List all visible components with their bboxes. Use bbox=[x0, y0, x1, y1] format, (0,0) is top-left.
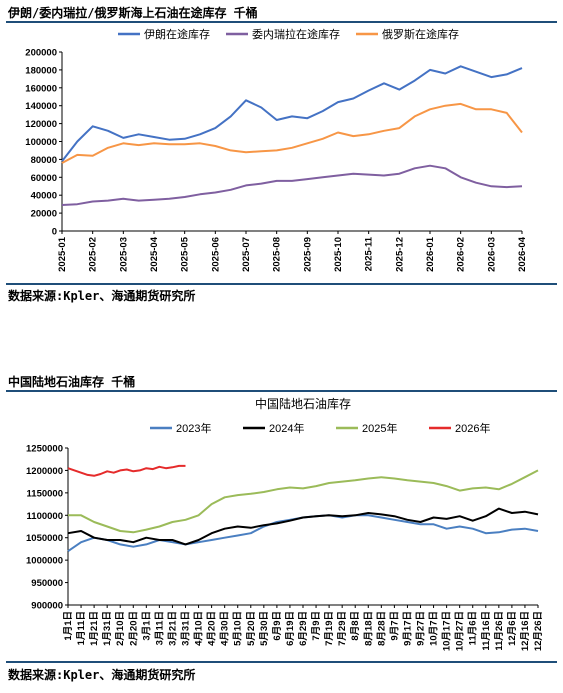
chart1-xtick-label-14: 2026-03 bbox=[486, 237, 497, 272]
chart1-xtick-label-10: 2025-11 bbox=[364, 236, 375, 271]
chart2-xtick-label-26: 9月17日 bbox=[402, 611, 413, 646]
chart2-series-line-1 bbox=[67, 507, 539, 546]
chart2-legend-label-2: 2025年 bbox=[362, 421, 397, 435]
chart1-ytick-label-2: 40000 bbox=[31, 191, 57, 202]
chart2-ytick-label-4: 1100000 bbox=[27, 511, 63, 522]
chart2-ytick-label-6: 1200000 bbox=[26, 466, 63, 477]
chart1-ytick-label-1: 20000 bbox=[31, 209, 57, 220]
chart2-xtick-label-12: 4月30日 bbox=[220, 611, 231, 646]
chart2-xtick-label-6: 3月1日 bbox=[141, 611, 152, 641]
chart1-xtick-label-6: 2025-07 bbox=[241, 237, 252, 272]
chart2-xtick-label-27: 9月27日 bbox=[416, 611, 427, 646]
chart1-xtick-label-5: 2025-06 bbox=[210, 237, 221, 272]
chart2-ytick-label-2: 1000000 bbox=[26, 556, 63, 567]
chart1-xtick-label-8: 2025-09 bbox=[302, 237, 313, 272]
chart1-xtick-label-13: 2026-02 bbox=[456, 237, 467, 272]
chart1-legend-label-2: 俄罗斯在途库存 bbox=[382, 27, 459, 41]
chart2-rule bbox=[6, 390, 557, 392]
chart2-legend-label-1: 2024年 bbox=[269, 421, 304, 435]
chart2-xtick-label-35: 12月16日 bbox=[520, 611, 531, 651]
chart2-xtick-label-16: 6月9日 bbox=[272, 611, 283, 641]
chart2-xtick-label-8: 3月21日 bbox=[167, 611, 178, 646]
chart1-plot: 伊朗在途库存 委内瑞拉在途库存 俄罗斯在途库存 0 20000 40000 60000 800… bbox=[25, 27, 528, 272]
chart2-ytick-label-0: 900000 bbox=[31, 601, 63, 612]
chart2-xtick-label-11: 4月20日 bbox=[207, 611, 218, 646]
chart1-ytick-label-5: 100000 bbox=[25, 137, 57, 148]
chart1-xtick-label-1: 2025-02 bbox=[88, 237, 99, 272]
chart2-xtick-label-14: 5月20日 bbox=[246, 611, 257, 646]
chart1-ytick-label-7: 140000 bbox=[25, 101, 57, 112]
chart2-xtick-label-20: 7月19日 bbox=[324, 611, 335, 646]
chart1-legend-label-0: 伊朗在途库存 bbox=[144, 27, 210, 41]
chart2-xtick-label-13: 5月10日 bbox=[233, 611, 244, 646]
chart2-xtick-label-9: 3月31日 bbox=[181, 611, 192, 646]
chart2-legend-label-3: 2026年 bbox=[455, 421, 490, 435]
chart2-xtick-label-15: 5月30日 bbox=[259, 611, 270, 646]
chart2-plot: 中国陆地石油库存 2023年 2024年 2025年 2026年 900000 950000… bbox=[26, 396, 544, 651]
chart2-xtick-label-3: 1月31日 bbox=[102, 611, 113, 646]
chart2-xtick-label-24: 8月28日 bbox=[376, 611, 387, 646]
chart1-xtick-label-7: 2025-08 bbox=[272, 237, 283, 272]
chart2-xtick-label-23: 8月18日 bbox=[363, 611, 374, 646]
chart2-legend-label-0: 2023年 bbox=[176, 421, 211, 435]
chart2-xtick-label-25: 9月7日 bbox=[389, 611, 400, 641]
chart1-ytick-label-6: 120000 bbox=[25, 119, 57, 130]
chart2-series-line-3 bbox=[67, 464, 186, 477]
chart2-xtick-label-10: 4月10日 bbox=[194, 611, 205, 646]
chart2-xtick-label-5: 2月20日 bbox=[128, 611, 139, 646]
chart1-ytick-label-9: 180000 bbox=[25, 65, 57, 76]
chart2-bottom-rule bbox=[6, 661, 557, 663]
chart1-xtick-label-0: 2025-01 bbox=[57, 236, 68, 272]
chart2-xtick-label-29: 10月17日 bbox=[442, 611, 453, 651]
chart2-title: 中国陆地石油库存 bbox=[255, 396, 351, 411]
chart2-xtick-label-33: 11月26日 bbox=[494, 611, 505, 651]
chart1-xtick-label-15: 2026-04 bbox=[517, 236, 528, 272]
chart1-rule bbox=[6, 21, 557, 23]
chart2-xtick-label-4: 2月10日 bbox=[115, 611, 126, 646]
chart1-header: 伊朗/委内瑞拉/俄罗斯海上石油在途库存 千桶 bbox=[8, 6, 258, 20]
chart2-xtick-label-19: 7月9日 bbox=[311, 611, 322, 641]
chart2-xtick-label-7: 3月11日 bbox=[154, 611, 165, 645]
chart2-xtick-label-22: 8月8日 bbox=[350, 611, 361, 641]
chart2-xtick-label-1: 1月11日 bbox=[76, 611, 87, 645]
chart2-xtick-label-18: 6月29日 bbox=[298, 611, 309, 646]
chart1-source: 数据来源:Kpler、海通期货研究所 bbox=[8, 289, 196, 303]
chart2-xtick-label-30: 10月27日 bbox=[455, 611, 466, 651]
chart2-xtick-label-17: 6月19日 bbox=[285, 611, 296, 646]
chart2-series-line-0 bbox=[67, 514, 539, 553]
chart2-ytick-label-5: 1150000 bbox=[27, 488, 63, 499]
chart1-ytick-label-4: 80000 bbox=[31, 155, 57, 166]
chart1-series-line-2 bbox=[61, 102, 523, 164]
chart1-ytick-label-3: 60000 bbox=[31, 173, 57, 184]
chart2-header: 中国陆地石油库存 千桶 bbox=[8, 375, 136, 389]
chart1-xtick-label-11: 2025-12 bbox=[394, 237, 405, 272]
chart1-xtick-label-2: 2025-03 bbox=[118, 237, 129, 272]
chart2-ytick-label-3: 1050000 bbox=[26, 533, 63, 544]
chart2-series-line-2 bbox=[68, 469, 539, 534]
chart2-xtick-label-32: 11月16日 bbox=[481, 611, 492, 651]
chart2-xtick-label-34: 12月6日 bbox=[507, 611, 518, 646]
chart2-xtick-label-36: 12月26日 bbox=[533, 611, 544, 651]
chart1-legend-label-1: 委内瑞拉在途库存 bbox=[252, 27, 340, 41]
chart2-ytick-label-7: 1250000 bbox=[26, 444, 63, 455]
chart2-xtick-label-0: 1月1日 bbox=[63, 611, 74, 641]
chart2-xtick-label-31: 11月6日 bbox=[468, 611, 479, 645]
chart2-ytick-label-1: 950000 bbox=[31, 578, 63, 589]
chart1-ytick-label-8: 160000 bbox=[25, 83, 57, 94]
chart1-bottom-rule bbox=[6, 283, 557, 285]
chart1-xtick-label-3: 2025-04 bbox=[149, 236, 160, 272]
chart1-xtick-label-9: 2025-10 bbox=[333, 237, 344, 272]
chart2-xtick-label-21: 7月29日 bbox=[337, 611, 348, 646]
chart1-xtick-label-12: 2026-01 bbox=[425, 236, 436, 272]
chart2-xtick-label-2: 1月21日 bbox=[89, 611, 100, 646]
chart1-xtick-label-4: 2025-05 bbox=[180, 236, 191, 272]
chart2-source: 数据来源:Kpler、海通期货研究所 bbox=[8, 668, 196, 682]
chart2-xtick-label-28: 10月7日 bbox=[429, 611, 440, 646]
chart1-ytick-label-10: 200000 bbox=[25, 48, 57, 59]
chart1-series-line-0 bbox=[61, 65, 523, 162]
chart1-ytick-label-0: 0 bbox=[52, 227, 57, 238]
chart1-series-line-1 bbox=[61, 164, 523, 206]
